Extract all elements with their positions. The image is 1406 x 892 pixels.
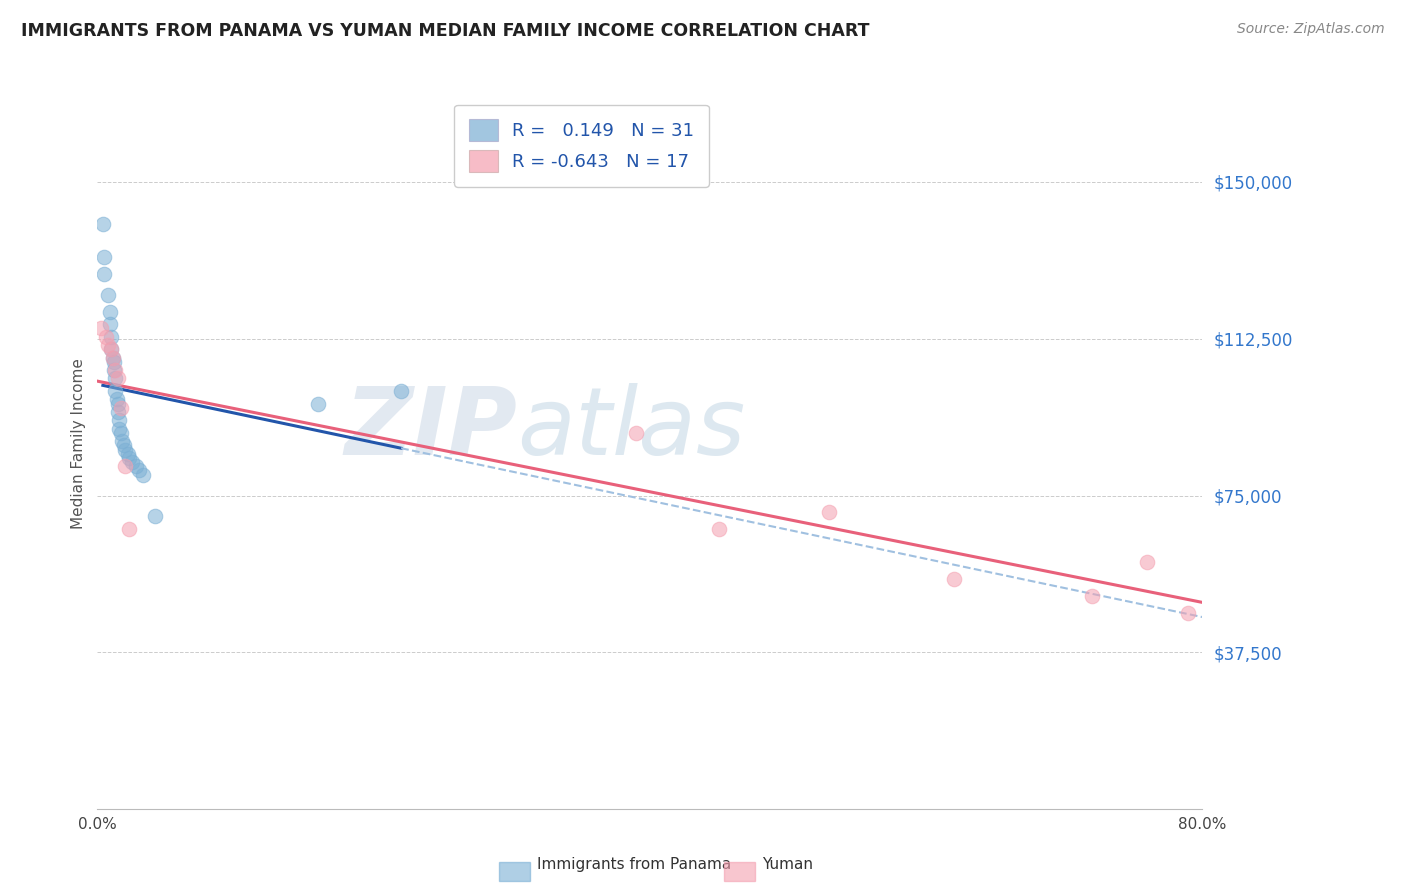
Point	[818, 505, 841, 519]
Point	[104, 363, 127, 377]
Point	[104, 371, 127, 385]
Point	[114, 442, 136, 457]
Point	[107, 371, 129, 385]
Point	[307, 396, 329, 410]
Point	[118, 522, 141, 536]
Point	[93, 267, 115, 281]
Text: atlas: atlas	[517, 384, 745, 475]
Point	[97, 338, 120, 352]
Point	[98, 304, 121, 318]
Point	[97, 288, 120, 302]
Legend: R =   0.149   N = 31, R = -0.643   N = 17: R = 0.149 N = 31, R = -0.643 N = 17	[454, 104, 709, 186]
Point	[1080, 589, 1102, 603]
Text: Source: ZipAtlas.com: Source: ZipAtlas.com	[1237, 22, 1385, 37]
Point	[108, 413, 131, 427]
Point	[110, 425, 132, 440]
Point	[707, 522, 730, 536]
Point	[103, 355, 125, 369]
Point	[128, 463, 150, 477]
Point	[110, 401, 132, 415]
Point	[107, 396, 129, 410]
Point	[101, 351, 124, 365]
Point	[101, 351, 124, 365]
Point	[98, 317, 121, 331]
Point	[91, 217, 114, 231]
Point	[104, 384, 127, 398]
Point	[105, 392, 128, 407]
Point	[624, 425, 647, 440]
Point	[132, 467, 155, 482]
Point	[125, 459, 148, 474]
Point	[108, 422, 131, 436]
Point	[942, 572, 965, 586]
Point	[1136, 555, 1159, 569]
Text: Yuman: Yuman	[762, 857, 813, 872]
Y-axis label: Median Family Income: Median Family Income	[72, 358, 86, 529]
Point	[112, 438, 135, 452]
Point	[100, 342, 122, 356]
Text: IMMIGRANTS FROM PANAMA VS YUMAN MEDIAN FAMILY INCOME CORRELATION CHART: IMMIGRANTS FROM PANAMA VS YUMAN MEDIAN F…	[21, 22, 869, 40]
Point	[94, 329, 117, 343]
Text: ZIP: ZIP	[344, 383, 517, 475]
Point	[1177, 606, 1199, 620]
Point	[117, 447, 139, 461]
Point	[100, 342, 122, 356]
Text: Immigrants from Panama: Immigrants from Panama	[537, 857, 731, 872]
Point	[107, 405, 129, 419]
Point	[143, 509, 166, 524]
Point	[90, 321, 112, 335]
Point	[121, 455, 143, 469]
Point	[114, 459, 136, 474]
Point	[111, 434, 134, 449]
Point	[103, 363, 125, 377]
Point	[100, 329, 122, 343]
Point	[93, 250, 115, 264]
Point	[389, 384, 412, 398]
Point	[118, 450, 141, 465]
